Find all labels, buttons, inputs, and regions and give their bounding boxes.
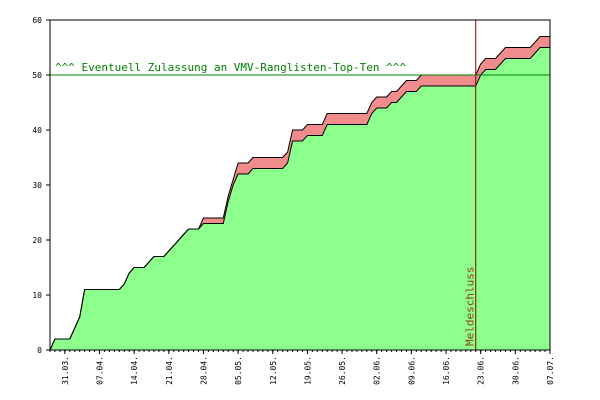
x-tick-label: 19.05. [303,356,312,385]
x-tick-label: 12.05. [269,356,278,385]
area-layer [50,36,550,350]
x-tick-label: 07.07. [546,356,555,385]
y-tick-label: 10 [32,291,42,300]
y-tick-label: 60 [32,16,42,25]
x-tick-label: 31.03. [61,356,70,385]
x-tick-label: 05.05. [234,356,243,385]
x-axis: 31.03. 07.04. 14.04. 21.04. 28.04. 05.05. 12.0… [49,350,555,385]
deadline-marker-label: Meldeschluss [464,267,477,346]
y-tick-label: 20 [32,236,42,245]
annotation-layer: ^^^ Eventuell Zulassung an VMV-Rangliste… [50,20,550,350]
x-tick-label: 26.05. [338,356,347,385]
threshold-label: ^^^ Eventuell Zulassung an VMV-Rangliste… [55,61,406,74]
x-tick-label: 02.06. [373,356,382,385]
x-tick-label: 28.04. [199,356,208,385]
x-tick-label: 14.04. [130,356,139,385]
lower-area [50,47,550,350]
x-tick-label: 23.06. [477,356,486,385]
x-tick-label: 21.04. [165,356,174,385]
y-axis: 0 10 20 30 40 50 60 [32,16,50,355]
x-tick-label: 30.06. [511,356,520,385]
y-tick-label: 50 [32,71,42,80]
x-tick-label: 07.04. [96,356,105,385]
lower-line [49,47,550,351]
y-tick-label: 0 [37,346,42,355]
x-tick-label: 09.06. [407,356,416,385]
y-tick-label: 40 [32,126,42,135]
x-tick-label: 16.06. [442,356,451,385]
y-tick-label: 30 [32,181,42,190]
